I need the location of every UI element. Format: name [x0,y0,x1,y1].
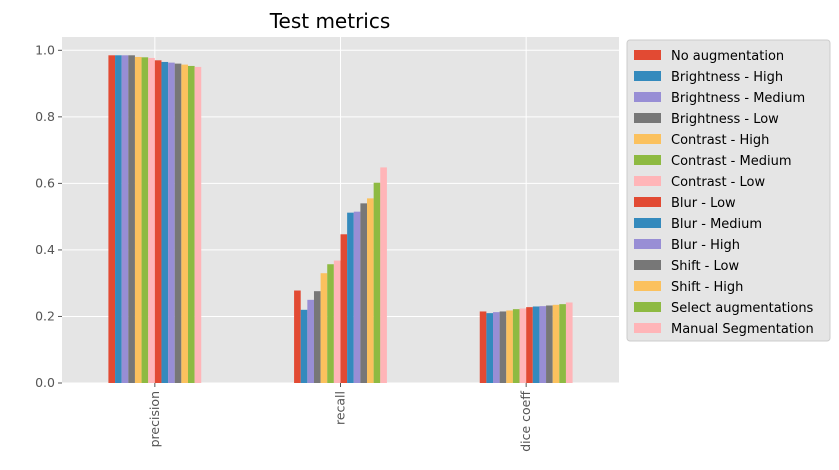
legend-label: Shift - High [671,280,743,295]
bar [347,212,354,383]
y-tick-label: 0.8 [35,109,55,124]
bar [174,63,182,383]
bar [526,307,533,383]
bar [320,273,328,383]
y-tick-label: 0.4 [35,242,55,257]
legend-label: Contrast - Medium [671,154,792,169]
bar [181,64,188,383]
legend-swatch [634,302,661,312]
legend-label: Manual Segmentation [671,322,814,337]
legend-swatch [634,260,661,270]
bar [353,211,361,383]
y-tick-label: 0.6 [35,175,55,190]
bar [539,306,547,383]
legend-label: Contrast - High [671,133,769,148]
legend-label: Brightness - Low [671,112,779,127]
legend-swatch [634,50,661,60]
legend-swatch [634,323,661,333]
bar [479,311,487,383]
bar [340,234,348,383]
bar [559,304,566,383]
bar [552,304,560,383]
bar [360,203,368,383]
legend-label: Brightness - High [671,70,783,85]
legend-swatch [634,92,661,102]
legend-swatch [634,176,661,186]
bar [300,309,308,383]
bar [168,62,175,383]
bar [546,305,553,383]
y-tick-label: 0.0 [35,375,55,390]
bar [493,312,500,383]
bar [128,55,135,384]
bar [486,313,494,383]
legend-swatch [634,134,661,144]
bar [373,182,381,383]
bar [134,56,142,383]
bar [333,260,341,383]
bar [141,57,149,384]
legend-label: Select augmentations [671,301,814,316]
bar [499,311,507,383]
legend-label: Blur - Medium [671,217,762,232]
chart-title: Test metrics [269,9,391,33]
x-tick-label: recall [333,391,348,425]
legend-swatch [634,113,661,123]
legend-swatch [634,239,661,249]
bar [380,167,387,383]
bar [115,55,122,384]
legend-label: Blur - High [671,238,740,253]
y-tick-label: 0.2 [35,308,55,323]
legend-box [626,39,831,342]
legend-swatch [634,218,661,228]
bar [294,290,301,383]
bar [313,291,321,383]
bar [512,309,520,383]
bar [367,198,374,383]
y-axis: 0.0 0.2 0.4 0.6 0.8 1.0 [35,42,62,390]
x-tick-label: precision [147,391,162,447]
bar [519,308,527,383]
legend-swatch [634,197,661,207]
legend-swatch [634,281,661,291]
bar [194,66,202,383]
bar [154,60,162,384]
x-axis: precision recall dice coeff [147,383,533,452]
bar [506,310,513,383]
legend-swatch [634,155,661,165]
bar [327,264,334,383]
legend-label: Contrast - Low [671,175,765,190]
legend: No augmentation Brightness - High Brightne… [626,39,831,342]
bar [532,306,540,383]
x-tick-label: dice coeff [518,391,533,452]
bars [108,55,573,384]
legend-label: No augmentation [671,49,784,64]
legend-label: Brightness - Medium [671,91,805,106]
bar [307,299,314,383]
bar [161,61,169,383]
bar [187,65,195,384]
y-tick-label: 1.0 [35,42,55,57]
legend-label: Blur - Low [671,196,736,211]
legend-swatch [634,71,661,81]
bar [148,57,155,383]
legend-label: Shift - Low [671,259,739,274]
bar [565,302,573,383]
bar [108,55,116,384]
bar [121,55,129,384]
